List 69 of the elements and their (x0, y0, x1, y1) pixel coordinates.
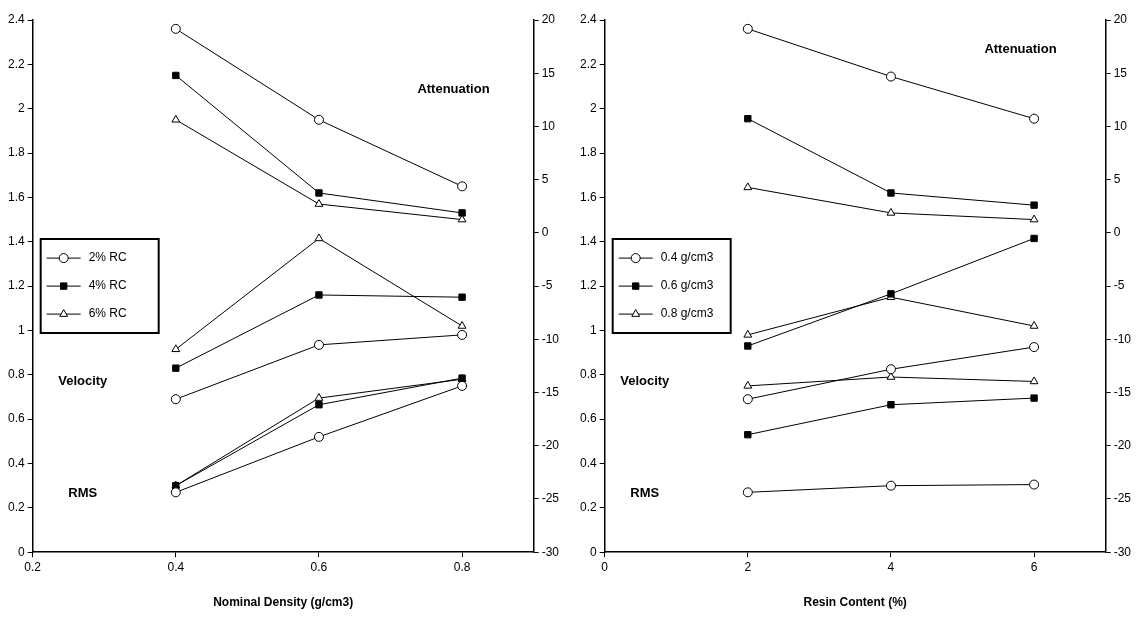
annotation: RMS (68, 485, 98, 501)
y2-tick-label: 15 (541, 65, 556, 80)
y2-tick-label: -25 (541, 491, 560, 506)
annotation: Velocity (620, 373, 671, 389)
y2-tick-label: 0 (1113, 225, 1121, 240)
y-tick-label: 0.2 (7, 500, 25, 515)
y2-tick-label: 10 (541, 118, 556, 133)
x-tick-label: 0.4 (167, 559, 185, 574)
y-tick-label: 2.4 (7, 12, 25, 27)
annotation: Attenuation (984, 40, 1057, 56)
annotation: RMS (630, 485, 660, 501)
y2-tick-label: -15 (541, 384, 560, 399)
x-tick-label: 2 (744, 559, 752, 574)
y-tick-label: 0 (17, 544, 25, 559)
y-tick-label: 1.6 (579, 189, 597, 204)
y2-tick-label: 20 (1113, 12, 1128, 27)
x-tick-label: 6 (1030, 559, 1038, 574)
x-tick-label: 0.8 (453, 559, 471, 574)
legend-label: 2% RC (88, 250, 128, 265)
y2-tick-label: 0 (541, 225, 549, 240)
y-tick-label: 1.6 (7, 189, 25, 204)
x-tick-label: 4 (887, 559, 895, 574)
y-tick-label: 0.2 (579, 500, 597, 515)
y-tick-label: 1.8 (579, 145, 597, 160)
y-tick-label: 2 (589, 101, 597, 116)
y2-tick-label: -10 (1113, 331, 1132, 346)
y-tick-label: 0 (589, 544, 597, 559)
x-axis-title: Nominal Density (g/cm3) (213, 595, 354, 610)
y2-tick-label: -20 (1113, 438, 1132, 453)
annotation: Attenuation (417, 80, 490, 96)
y-tick-label: 0.8 (7, 367, 25, 382)
y2-tick-label: -20 (541, 438, 560, 453)
y-tick-label: 0.8 (579, 367, 597, 382)
y2-tick-label: -5 (541, 278, 553, 293)
y-tick-label: 0.6 (579, 411, 597, 426)
x-tick-label: 0 (601, 559, 609, 574)
y-tick-label: 1.4 (579, 234, 597, 249)
y2-tick-label: -5 (1113, 278, 1125, 293)
y-tick-label: 0.6 (7, 411, 25, 426)
y-tick-label: 2 (17, 101, 25, 116)
y-tick-label: 1.2 (579, 278, 597, 293)
y2-tick-label: 5 (1113, 171, 1121, 186)
legend-label: 6% RC (88, 306, 128, 321)
y-tick-label: 1.4 (7, 234, 25, 249)
y2-tick-label: -10 (541, 331, 560, 346)
legend-label: 0.4 g/cm3 (660, 250, 714, 265)
y-tick-label: 2.2 (7, 56, 25, 71)
y-tick-label: 2.2 (579, 56, 597, 71)
y2-tick-label: -15 (1113, 384, 1132, 399)
y2-tick-label: 10 (1113, 118, 1128, 133)
x-axis-title: Resin Content (%) (803, 595, 907, 610)
y-tick-label: 1.8 (7, 145, 25, 160)
y2-tick-label: -25 (1113, 491, 1132, 506)
y-tick-label: 1.2 (7, 278, 25, 293)
legend-label: 0.6 g/cm3 (660, 278, 714, 293)
y-tick-label: 1 (589, 322, 597, 337)
y2-tick-label: -30 (1113, 544, 1132, 559)
legend-label: 4% RC (88, 278, 128, 293)
y-tick-label: 2.4 (579, 12, 597, 27)
y2-tick-label: 5 (541, 171, 549, 186)
y-tick-label: 0.4 (579, 455, 597, 470)
y2-tick-label: -30 (541, 544, 560, 559)
y2-tick-label: 20 (541, 12, 556, 27)
annotation: Velocity (58, 373, 109, 389)
y-tick-label: 1 (17, 322, 25, 337)
y2-tick-label: 15 (1113, 65, 1128, 80)
x-tick-label: 0.6 (310, 559, 328, 574)
y-tick-label: 0.4 (7, 455, 25, 470)
legend-label: 0.8 g/cm3 (660, 306, 714, 321)
